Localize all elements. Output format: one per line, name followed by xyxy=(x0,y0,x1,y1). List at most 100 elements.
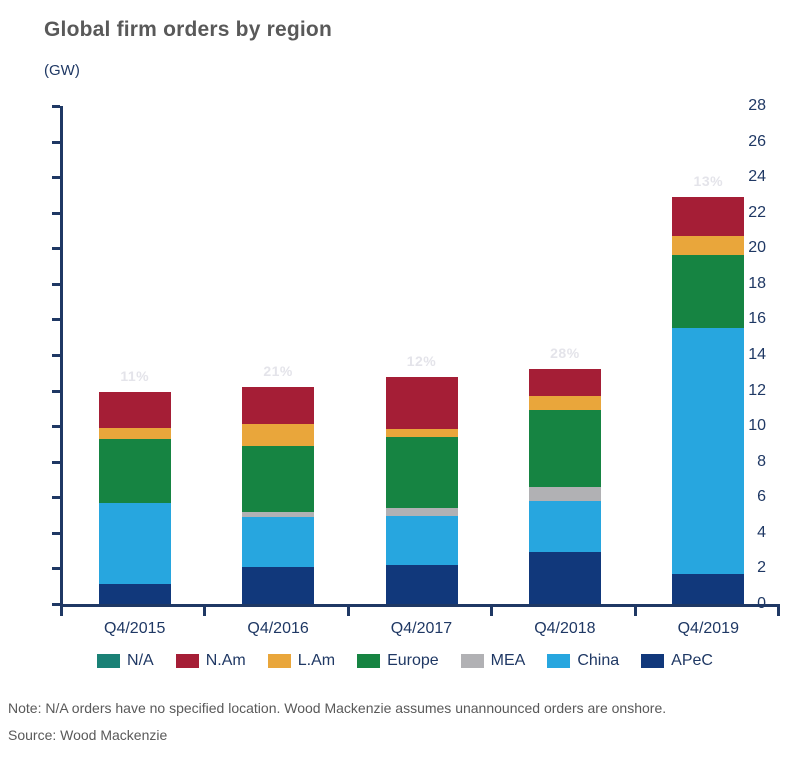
bar-segment-apec xyxy=(672,573,745,604)
y-axis-tick xyxy=(52,531,60,535)
y-axis-tick-label: 26 xyxy=(748,132,766,150)
y-axis-tick xyxy=(52,460,60,464)
y-axis-tick xyxy=(52,176,60,180)
bar-segment-apec xyxy=(528,552,601,604)
y-axis-tick-label: 18 xyxy=(748,274,766,292)
bar-segment-lam xyxy=(528,395,601,411)
legend-label: Europe xyxy=(387,652,439,669)
y-axis-tick-label: 28 xyxy=(748,97,766,114)
stacked-bar xyxy=(98,392,171,604)
y-axis-tick-label: 14 xyxy=(748,346,766,363)
note-text: Note: N/A orders have no specified locat… xyxy=(8,700,667,716)
y-axis-tick xyxy=(52,567,60,571)
stacked-bar xyxy=(528,369,601,604)
chart-title: Global firm orders by region xyxy=(44,18,332,41)
legend-item-europe: Europe xyxy=(357,652,439,670)
legend-swatch-icon xyxy=(267,654,291,668)
y-axis-tick xyxy=(52,389,60,393)
y-axis-tick xyxy=(52,496,60,500)
x-axis-tick xyxy=(346,607,350,616)
bar-percent-label: 21% xyxy=(263,363,293,379)
x-axis-category-label: Q4/2016 xyxy=(247,620,309,637)
bar-segment-nam xyxy=(528,369,601,396)
legend-swatch-icon xyxy=(460,654,484,668)
y-axis-tick xyxy=(52,425,60,429)
bar-segment-apec xyxy=(242,566,315,604)
bar-percent-label: 11% xyxy=(120,368,150,385)
bar-segment-nam xyxy=(98,392,171,428)
y-axis-tick-label: 8 xyxy=(757,452,766,470)
legend-item-nam: N.Am xyxy=(175,652,246,670)
legend-item-mea: MEA xyxy=(460,652,526,670)
legend-item-china: China xyxy=(547,652,619,670)
bar-segment-china xyxy=(672,328,745,574)
x-axis-tick xyxy=(633,607,637,616)
x-axis-category-label: Q4/2018 xyxy=(534,620,596,637)
y-axis-tick-label: 6 xyxy=(757,488,766,506)
bar-segment-europe xyxy=(672,255,745,329)
bar-segment-china xyxy=(242,516,315,567)
bar-segment-nam xyxy=(242,387,315,425)
x-axis-category-label: Q4/2019 xyxy=(677,620,739,637)
bar-segment-mea xyxy=(385,507,458,516)
stacked-bar xyxy=(672,196,745,604)
y-axis-tick-label: 12 xyxy=(748,381,766,399)
y-axis-tick-label: 20 xyxy=(748,239,766,257)
x-axis-tick xyxy=(777,607,780,616)
y-axis-tick xyxy=(52,603,60,606)
y-axis-tick-label: 16 xyxy=(748,310,766,328)
bar-percent-label: 28% xyxy=(550,345,580,362)
bar-segment-europe xyxy=(385,436,458,508)
bar-segment-apec xyxy=(98,584,171,604)
bar-segment-china xyxy=(385,515,458,565)
chart-legend: N/A N.Am L.Am Europe MEA China APeC xyxy=(0,652,810,670)
bar-segment-lam xyxy=(672,235,745,256)
y-axis-tick-label: 22 xyxy=(748,203,766,221)
legend-swatch-icon xyxy=(175,654,199,668)
y-axis-tick-label: 2 xyxy=(757,559,766,577)
legend-item-na: N/A xyxy=(97,652,154,670)
bar-segment-apec xyxy=(385,564,458,604)
legend-label: N.Am xyxy=(205,652,246,669)
x-axis-line xyxy=(60,604,780,607)
x-axis-tick xyxy=(203,607,207,616)
y-axis-tick xyxy=(52,247,60,251)
x-axis-tick xyxy=(60,607,63,616)
bar-segment-lam xyxy=(242,424,315,446)
y-axis-tick xyxy=(52,211,60,215)
bar-segment-mea xyxy=(528,486,601,501)
y-axis-tick xyxy=(52,105,60,108)
bar-segment-europe xyxy=(242,445,315,513)
legend-label: MEA xyxy=(490,652,526,669)
source-text: Source: Wood Mackenzie xyxy=(8,727,168,743)
y-axis-tick-label: 24 xyxy=(748,168,766,186)
x-axis-category-label: Q4/2017 xyxy=(390,620,453,637)
bar-percent-label: 12% xyxy=(406,353,437,370)
bar-segment-europe xyxy=(98,438,171,503)
unit-label: (GW) xyxy=(44,62,80,79)
x-axis-category-label: Q4/2015 xyxy=(104,620,166,637)
legend-item-lam: L.Am xyxy=(267,652,336,670)
stacked-bar xyxy=(242,387,315,604)
bar-percent-label: 13% xyxy=(693,172,724,189)
y-axis-tick xyxy=(52,282,60,286)
legend-item-apec: APeC xyxy=(641,652,713,670)
y-axis-tick xyxy=(52,140,60,144)
stacked-bar xyxy=(385,377,458,604)
legend-swatch-icon xyxy=(357,654,381,668)
bar-segment-nam xyxy=(385,377,458,429)
plot-area: 0 2 4 6 8 10 12 14 16 18 20 22 24 26 28 11% Q4/2015 21% Q4… xyxy=(52,97,780,637)
y-axis-tick xyxy=(52,354,60,357)
legend-label: APeC xyxy=(671,652,713,669)
legend-label: L.Am xyxy=(297,652,336,669)
bar-segment-lam xyxy=(98,427,171,439)
bar-segment-lam xyxy=(385,428,458,437)
y-axis-tick xyxy=(52,318,60,322)
y-axis-tick-label: 4 xyxy=(757,523,766,541)
x-axis-tick xyxy=(490,607,494,616)
bar-segment-nam xyxy=(672,196,745,236)
y-axis-tick-label: 10 xyxy=(748,417,766,435)
legend-label: China xyxy=(577,652,620,669)
bar-segment-europe xyxy=(528,410,601,487)
